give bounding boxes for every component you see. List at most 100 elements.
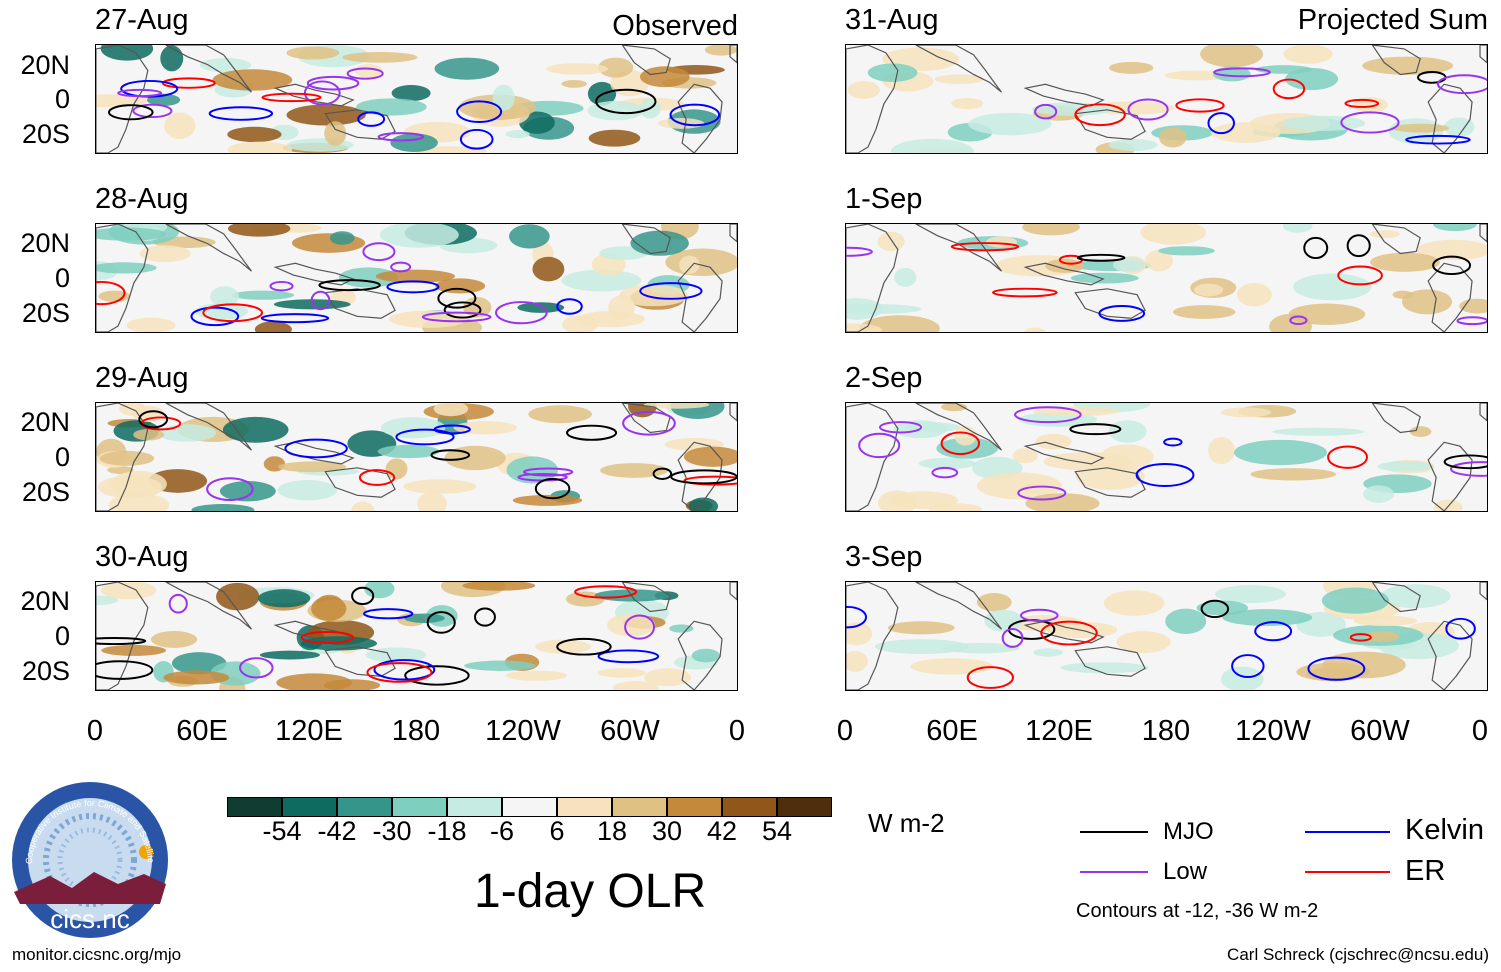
lat-label-20n-3: 20N xyxy=(20,407,70,437)
olr-anomaly-region xyxy=(133,429,165,441)
olr-anomaly-region xyxy=(403,479,477,494)
coastline xyxy=(1479,45,1487,64)
olr-anomaly-region xyxy=(286,46,340,60)
legend-swatch-low xyxy=(1080,871,1148,873)
coastline xyxy=(677,620,723,690)
olr-anomaly-region xyxy=(600,463,668,478)
chart-title: 1-day OLR xyxy=(474,865,707,918)
wave-contour-er xyxy=(992,287,1058,298)
olr-anomaly-region xyxy=(1022,224,1080,236)
wave-contour-kelvin xyxy=(456,100,503,123)
lat-label-20s-4: 20S xyxy=(21,656,70,686)
wave-contour-mjo xyxy=(96,636,147,646)
wave-contour-low xyxy=(306,75,360,91)
lon-label-left-60w: 60W xyxy=(600,715,660,747)
olr-anomaly-region xyxy=(212,69,293,91)
logo-text: cics.nc xyxy=(50,904,129,934)
wave-contour-mjo xyxy=(1303,236,1329,260)
olr-anomaly-region xyxy=(139,245,191,263)
olr-anomaly-region xyxy=(101,644,167,656)
olr-anomaly-region xyxy=(354,64,383,78)
coastline xyxy=(621,224,671,255)
olr-anomaly-region xyxy=(433,403,469,417)
wave-contour-low xyxy=(117,88,163,98)
wave-contour-mjo xyxy=(670,469,737,485)
olr-anomaly-region xyxy=(164,112,196,140)
coastline xyxy=(915,224,1002,272)
olr-map-projected-2 xyxy=(845,223,1488,333)
colorbar-tick: -30 xyxy=(372,816,412,846)
colorbar-cell xyxy=(777,797,832,817)
olr-map-observed-3 xyxy=(95,402,738,512)
panel-date-observed-3: 29-Aug xyxy=(95,362,189,394)
olr-anomaly-region xyxy=(683,446,737,467)
legend-swatch-mjo xyxy=(1080,831,1148,833)
olr-anomaly-region xyxy=(1377,461,1433,472)
coastline xyxy=(729,224,737,243)
colorbar-cell xyxy=(502,797,557,817)
coastline xyxy=(165,582,252,630)
olr-anomaly-region xyxy=(1409,426,1432,437)
wave-contour-er xyxy=(366,662,433,683)
olr-anomaly-region xyxy=(644,668,692,687)
olr-anomaly-region xyxy=(1012,448,1038,464)
panel-date-projected-1: 31-Aug xyxy=(845,4,939,36)
olr-anomaly-region xyxy=(874,639,969,654)
olr-anomaly-region xyxy=(1285,67,1339,91)
olr-anomaly-region xyxy=(619,284,689,307)
olr-anomaly-region xyxy=(222,416,289,443)
olr-anomaly-region xyxy=(200,58,252,73)
olr-anomaly-region xyxy=(150,630,198,648)
wave-contour-mjo xyxy=(430,449,471,461)
wave-contour-er xyxy=(1074,103,1126,127)
olr-anomaly-region xyxy=(1288,303,1366,325)
wave-contour-mjo xyxy=(1443,454,1487,470)
wave-contour-low xyxy=(624,614,656,640)
wave-contour-mjo xyxy=(1076,253,1126,262)
olr-anomaly-region xyxy=(597,668,647,678)
coastline xyxy=(324,109,396,140)
wave-contour-low xyxy=(239,657,274,679)
wave-contour-kelvin xyxy=(1207,112,1235,135)
panel-date-observed-2: 28-Aug xyxy=(95,183,189,215)
colorbar-tick: 30 xyxy=(651,816,683,846)
wave-contour-low xyxy=(269,280,294,292)
olr-anomaly-region xyxy=(364,582,395,599)
wave-contour-mjo xyxy=(437,287,477,309)
legend-label-er: ER xyxy=(1405,855,1446,887)
olr-anomaly-region xyxy=(160,45,184,72)
olr-anomaly-region xyxy=(210,286,239,307)
olr-map-observed-1 xyxy=(95,44,738,154)
cics-logo: Cooperative Institute for Climate and Sa… xyxy=(8,772,170,940)
olr-anomaly-region xyxy=(1108,61,1154,74)
legend-label-mjo: MJO xyxy=(1163,818,1214,845)
olr-anomaly-region xyxy=(887,491,959,509)
olr-anomaly-region xyxy=(1108,420,1147,443)
wave-contour-low xyxy=(1213,67,1271,78)
olr-anomaly-region xyxy=(100,582,157,600)
colorbar-cell xyxy=(227,797,282,817)
wave-contour-er xyxy=(202,303,263,323)
olr-anomaly-region xyxy=(691,648,720,663)
olr-anomaly-region xyxy=(1352,97,1388,113)
olr-anomaly-region xyxy=(1272,427,1365,436)
olr-anomaly-region xyxy=(588,129,641,147)
olr-anomaly-region xyxy=(1196,600,1249,616)
wave-contour-low xyxy=(878,421,923,434)
lat-label-eq-3: 0 xyxy=(54,442,70,472)
colorbar-tick: 6 xyxy=(549,816,565,846)
lon-label-right-180: 180 xyxy=(1141,715,1191,747)
coastline xyxy=(846,403,899,511)
wave-contour-low xyxy=(495,301,548,325)
wave-contour-kelvin xyxy=(669,103,721,127)
olr-anomaly-region xyxy=(417,491,447,511)
olr-map-projected-3 xyxy=(845,402,1488,512)
olr-anomaly-region xyxy=(96,227,167,241)
olr-anomaly-region xyxy=(1369,230,1401,239)
panel-date-observed-1: 27-Aug xyxy=(95,4,189,36)
olr-anomaly-region xyxy=(1165,608,1207,634)
colorbar-tick: 54 xyxy=(761,816,793,846)
coastline xyxy=(915,403,1002,451)
olr-anomaly-region xyxy=(985,236,1018,248)
colorbar-cell xyxy=(667,797,722,817)
